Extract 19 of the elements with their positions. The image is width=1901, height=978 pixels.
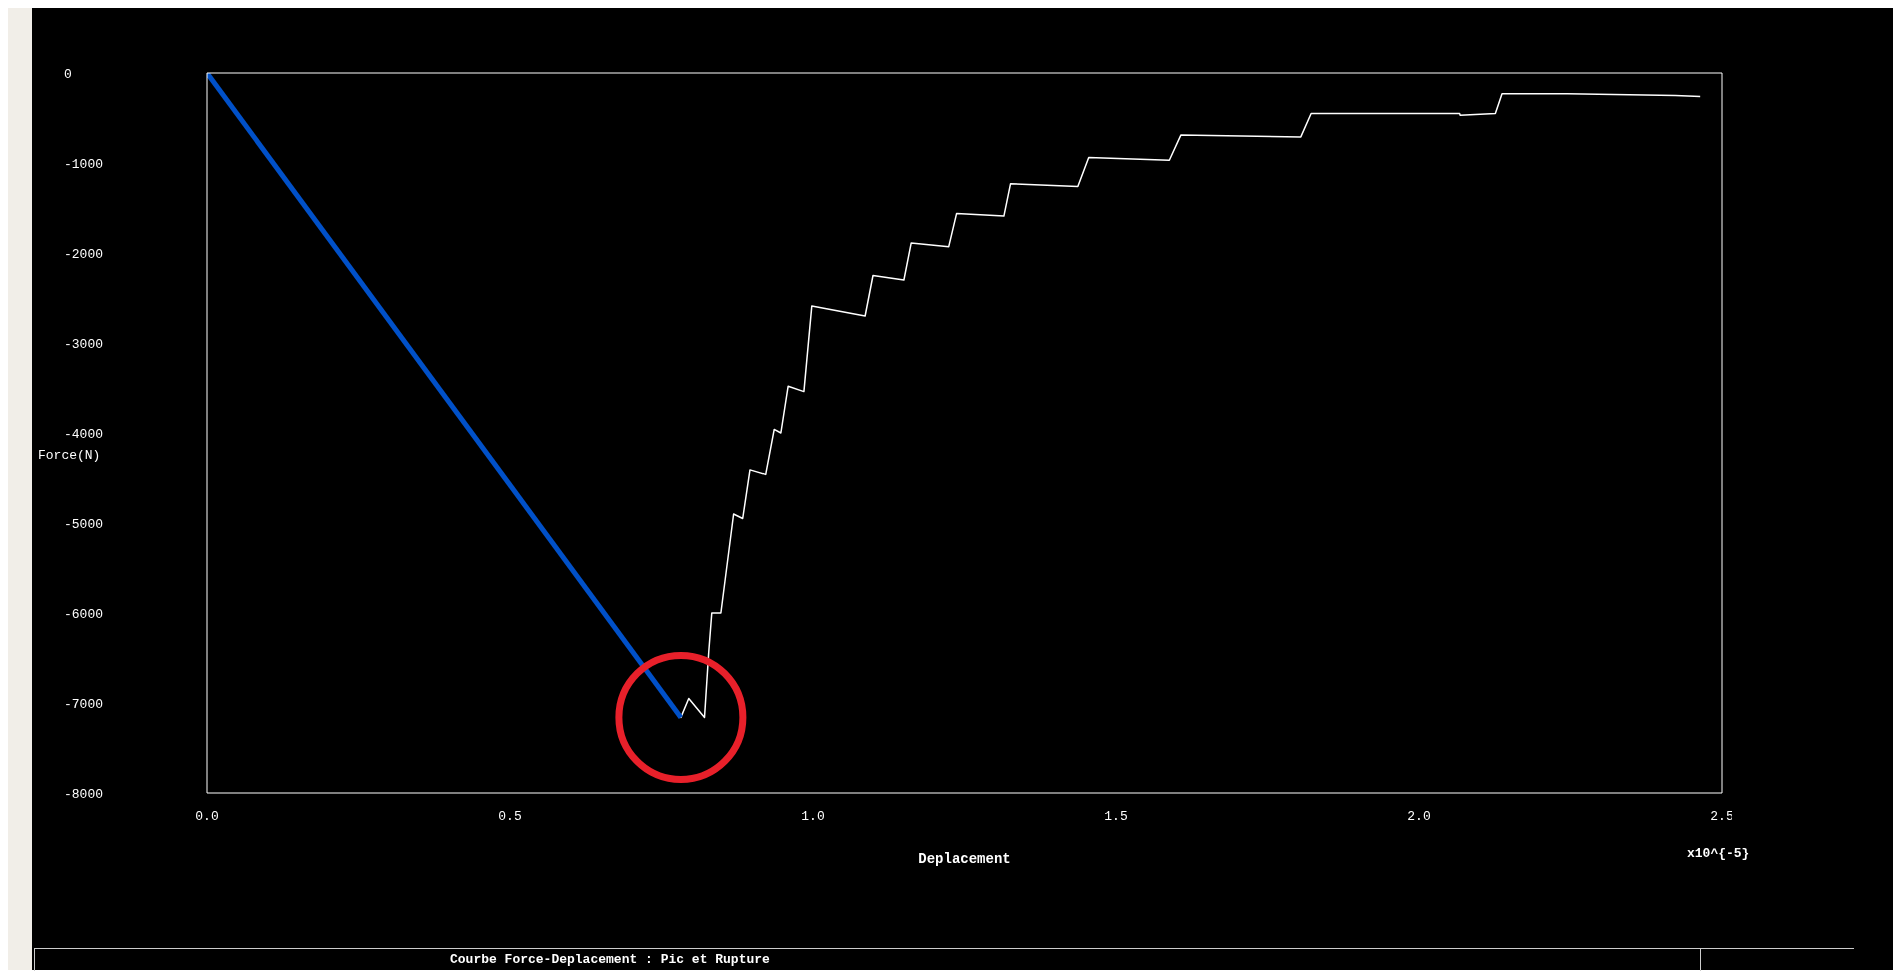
text: x10^{-5} [1687, 846, 1750, 861]
y-tick-label: -5000 [64, 516, 104, 532]
y-tick-label: -2000 [64, 246, 104, 262]
x-tick-label: 0.0 [195, 809, 219, 825]
x-tick-label: 0.5 [498, 809, 522, 825]
x-tick-label: 1.5 [1104, 809, 1128, 825]
y-tick-label: -3000 [64, 336, 104, 352]
y-tick-label: -1000 [64, 156, 104, 172]
text: Courbe Force-Deplacement : Pic et Rupture [34, 949, 1701, 971]
x-axis-title: Deplacement [918, 851, 1011, 867]
y-tick-label: -8000 [64, 786, 104, 802]
x-tick-label: 1.0 [801, 809, 825, 825]
x-tick-label: 2.0 [1407, 809, 1431, 825]
y-tick-label: -7000 [64, 696, 104, 712]
x-tick-label: 2.5 [1710, 809, 1734, 825]
y-tick-label: -6000 [64, 606, 104, 622]
y-tick-label: -4000 [64, 426, 104, 442]
y-axis-title: Force(N) [38, 448, 101, 463]
y-tick-label: 0 [64, 66, 72, 82]
